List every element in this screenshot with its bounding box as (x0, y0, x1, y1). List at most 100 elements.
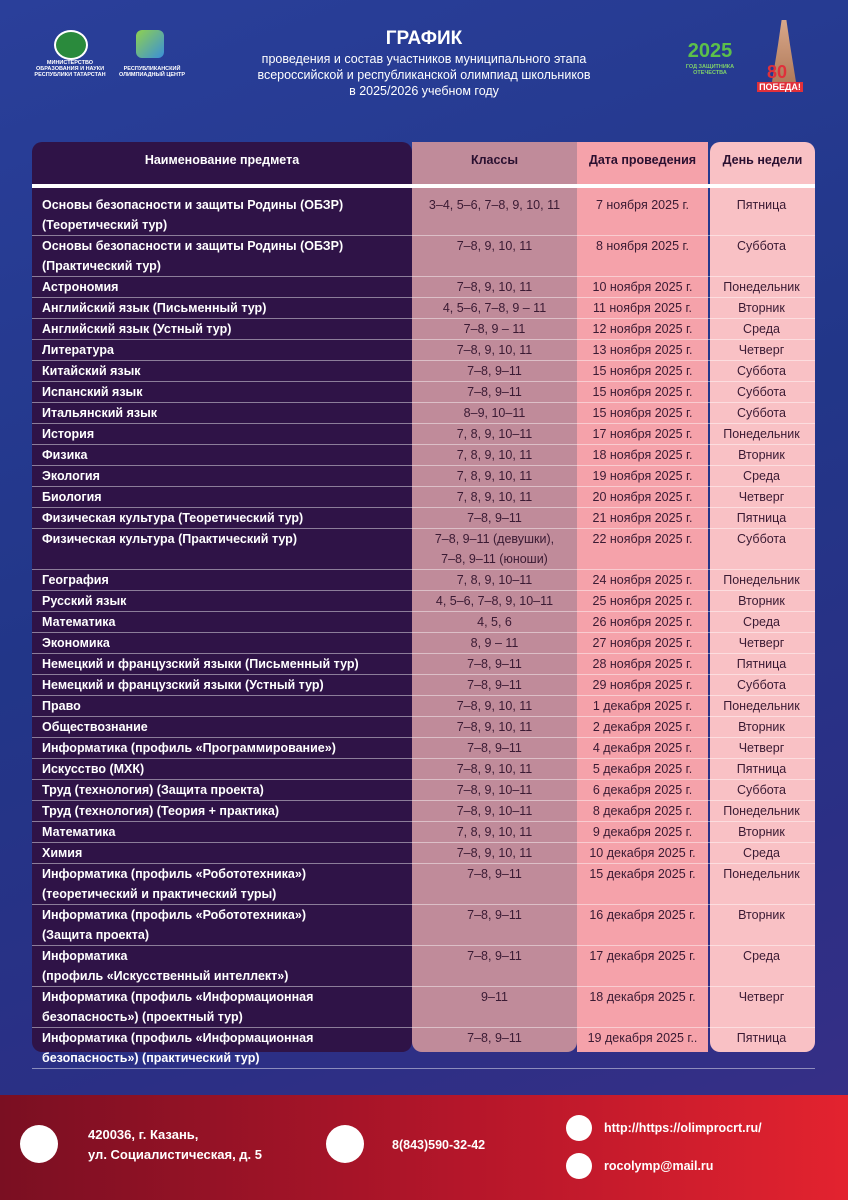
weekday: Среда (743, 846, 780, 860)
weekday: Понедельник (723, 867, 800, 881)
subject: Искусство (МХК) (42, 762, 145, 776)
email-icon (566, 1153, 592, 1179)
phone-icon (326, 1125, 364, 1163)
date: 2 декабря 2025 г. (592, 720, 693, 734)
date: 18 декабря 2025 г. (589, 990, 696, 1004)
date: 7 ноября 2025 г. (595, 198, 690, 212)
subject: Литература (42, 343, 114, 357)
date: 8 ноября 2025 г. (595, 239, 690, 253)
weekday: Четверг (738, 741, 785, 755)
title: ГРАФИК (385, 28, 463, 49)
table-row: Испанский язык 7–8, 9–11 15 ноября 2025 г.… (32, 382, 815, 403)
table-row: Немецкий и французский языки (Устный тур… (32, 675, 815, 696)
classes: 7–8, 9–11 (467, 511, 522, 525)
year-caption: ГОД ЗАЩИТНИКА ОТЕЧЕСТВА (685, 64, 735, 76)
classes: 7–8, 9, 10, 11 (456, 720, 533, 734)
subtitle: проведения и состав участников муниципал… (261, 52, 587, 66)
classes: 7–8, 9–11 (467, 364, 522, 378)
victory-word: ПОБЕДА! (757, 82, 803, 92)
table-row: История 7, 8, 9, 10–11 17 ноября 2025 г. По… (32, 424, 815, 445)
table-row: Английский язык (Письменный тур) 4, 5–6, … (32, 298, 815, 319)
weekday: Суббота (737, 783, 786, 797)
table-row: Основы безопасности и защиты Родины (ОБЗ… (32, 195, 815, 236)
weekday: Понедельник (723, 280, 800, 294)
center-name: РЕСПУБЛИКАНСКИЙ ОЛИМПИАДНЫЙ ЦЕНТР (118, 66, 186, 78)
weekday: Пятница (736, 198, 787, 212)
classes: 7–8, 9, 10, 11 (456, 239, 533, 253)
classes: 7, 8, 9, 10, 11 (456, 469, 533, 483)
date: 15 ноября 2025 г. (592, 385, 693, 399)
date: 18 ноября 2025 г. (592, 448, 693, 462)
date: 26 ноября 2025 г. (592, 615, 693, 629)
table-row: Математика 7, 8, 9, 10, 11 9 декабря 2025 … (32, 822, 815, 843)
weekday: Понедельник (723, 804, 800, 818)
date: 25 ноября 2025 г. (592, 594, 693, 608)
weekday: Среда (743, 615, 780, 629)
date: 4 декабря 2025 г. (592, 741, 693, 755)
weekday: Среда (743, 949, 780, 963)
classes: 7–8, 9, 10, 11 (456, 280, 533, 294)
classes: 9–11 (481, 990, 508, 1004)
weekday: Четверг (738, 490, 785, 504)
date: 19 декабря 2025 г.. (587, 1031, 698, 1045)
date: 24 ноября 2025 г. (592, 573, 693, 587)
classes: 7–8, 9–11 (467, 657, 522, 671)
ministry-emblem (54, 30, 88, 60)
subject: Экономика (42, 636, 110, 650)
phone[interactable]: 8(843)590-32-42 (392, 1138, 486, 1152)
weekday: Вторник (738, 825, 785, 839)
date: 15 декабря 2025 г. (589, 867, 696, 881)
column-header: Дата проведения (588, 153, 697, 167)
subject: Астрономия (42, 280, 119, 294)
table-row: Информатика (профиль «Искусственный инте… (32, 946, 815, 987)
email[interactable]: rocolymp@mail.ru (604, 1159, 714, 1173)
subject: История (42, 427, 95, 441)
weekday: Вторник (738, 301, 785, 315)
subject: Информатика (профиль «Робототехника») (т… (42, 867, 306, 901)
weekday: Суббота (737, 532, 786, 546)
classes: 7–8, 9, 10, 11 (456, 699, 533, 713)
date: 6 декабря 2025 г. (592, 783, 693, 797)
weekday: Суббота (737, 406, 786, 420)
classes: 7–8, 9 – 11 (463, 322, 526, 336)
date: 9 декабря 2025 г. (592, 825, 693, 839)
classes: 7–8, 9–11 (467, 949, 522, 963)
table-row: Русский язык 4, 5–6, 7–8, 9, 10–11 25 нояб… (32, 591, 815, 612)
classes: 4, 5–6, 7–8, 9 – 11 (442, 301, 547, 315)
subject: География (42, 573, 109, 587)
date: 28 ноября 2025 г. (592, 657, 693, 671)
website[interactable]: http://https://olimprocrt.ru/ (604, 1121, 762, 1135)
weekday: Пятница (736, 511, 787, 525)
date: 17 ноября 2025 г. (592, 427, 693, 441)
table-row: Экономика 8, 9 – 11 27 ноября 2025 г. Четве… (32, 633, 815, 654)
subject: Информатика (профиль «Робототехника») (З… (42, 908, 306, 942)
column-header: Наименование предмета (144, 153, 300, 167)
table-row: Информатика (профиль «Робототехника») (З… (32, 905, 815, 946)
table-row: Информатика (профиль «Информационная без… (32, 987, 815, 1028)
date: 12 ноября 2025 г. (592, 322, 693, 336)
weekday: Четверг (738, 990, 785, 1004)
classes: 4, 5, 6 (477, 615, 512, 629)
subject: Математика (42, 615, 116, 629)
column-header: Классы (470, 153, 519, 167)
subject: Русский язык (42, 594, 127, 608)
classes: 7, 8, 9, 10, 11 (456, 490, 533, 504)
subject: Химия (42, 846, 83, 860)
subtitle: всероссийской и республиканской олимпиад… (257, 68, 591, 82)
subject: Немецкий и французский языки (Письменный… (42, 657, 359, 671)
weekday: Понедельник (723, 573, 800, 587)
classes: 8, 9 – 11 (470, 636, 519, 650)
column-header: День недели (722, 153, 803, 167)
classes: 7–8, 9, 10, 11 (456, 343, 533, 357)
weekday: Суббота (737, 364, 786, 378)
subject: Физическая культура (Практический тур) (42, 532, 297, 546)
footer: 420036, г. Казань, ул. Социалистическая,… (0, 1095, 848, 1200)
weekday: Четверг (738, 343, 785, 357)
weekday: Понедельник (723, 427, 800, 441)
weekday: Вторник (738, 448, 785, 462)
subject: Основы безопасности и защиты Родины (ОБЗ… (42, 239, 344, 273)
subject: Физика (42, 448, 88, 462)
table-row: Физическая культура (Практический тур) 7–… (32, 529, 815, 570)
table-body: Основы безопасности и защиты Родины (ОБЗ… (32, 195, 815, 1069)
classes: 7–8, 9, 10–11 (456, 804, 533, 818)
